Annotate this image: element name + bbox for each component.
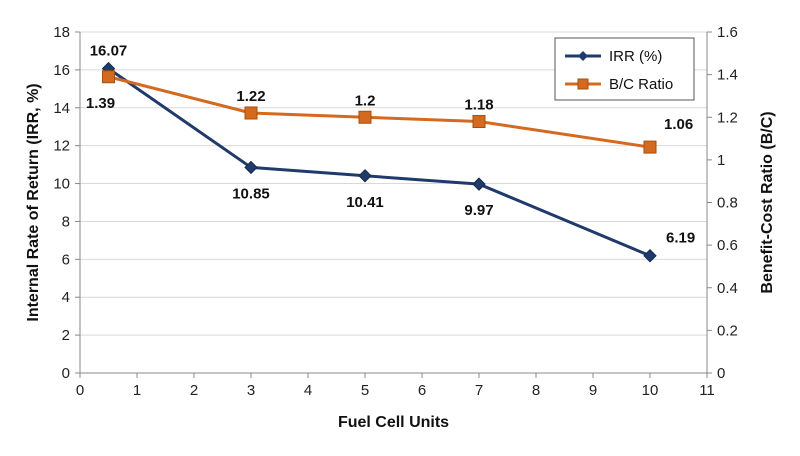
y-tick-label-right: 0: [717, 365, 725, 382]
legend-irr-label: IRR (%): [609, 48, 662, 65]
bc-ratio-point: [244, 106, 258, 120]
x-tick-label: 4: [304, 382, 312, 399]
y-tick-label-right: 1.4: [717, 67, 738, 84]
bc-ratio-point: [472, 115, 486, 129]
irr-point: [358, 169, 372, 183]
y-tick-label-right: 0.8: [717, 195, 738, 212]
irr-data-label: 10.41: [346, 194, 384, 211]
bc-ratio-point: [643, 140, 657, 154]
x-tick-label: 7: [475, 382, 483, 399]
irr-point: [244, 160, 258, 175]
bc-ratio-data-label: 1.06: [664, 116, 693, 133]
y-tick-label-right: 0.2: [717, 322, 738, 339]
x-axis-title: Fuel Cell Units: [338, 414, 449, 431]
irr-data-label: 9.97: [464, 202, 493, 219]
y-axis-title-right: Benefit-Cost Ratio (B/C): [759, 111, 776, 293]
y-tick-label-left: 4: [62, 289, 70, 306]
y-tick-label-left: 14: [53, 100, 70, 117]
y-tick-label-left: 0: [62, 365, 70, 382]
y-tick-label-left: 10: [53, 176, 70, 193]
bc-ratio-point: [358, 110, 372, 124]
y-axis-title-left: Internal Rate of Return (IRR, %): [25, 83, 42, 321]
y-tick-label-left: 18: [53, 24, 70, 41]
y-tick-label-left: 6: [62, 251, 70, 268]
bc-ratio-point: [102, 70, 115, 84]
x-tick-label: 3: [247, 382, 255, 399]
bc-ratio-data-label: 1.39: [86, 95, 115, 112]
y-tick-label-left: 16: [53, 62, 70, 79]
legend-box: [554, 37, 695, 101]
x-tick-label: 9: [589, 382, 597, 399]
y-tick-label-right: 1.2: [717, 109, 738, 126]
y-tick-label-right: 1: [717, 152, 725, 169]
x-tick-label: 1: [133, 382, 141, 399]
x-tick-label: 2: [190, 382, 198, 399]
irr-data-label: 6.19: [666, 230, 695, 247]
x-tick-label: 6: [418, 382, 426, 399]
y-tick-label-left: 2: [62, 327, 70, 344]
legend-irr-marker: [578, 51, 588, 61]
y-tick-label-right: 0.6: [717, 237, 738, 254]
irr-point: [472, 177, 486, 191]
x-tick-label: 10: [642, 382, 659, 399]
y-tick-label-right: 1.6: [717, 24, 738, 41]
y-tick-label-right: 0.4: [717, 280, 738, 297]
legend-bc-ratio-marker: [577, 78, 589, 90]
x-tick-label: 11: [699, 382, 715, 399]
y-tick-label-left: 12: [53, 138, 70, 155]
bc-ratio-data-label: 1.2: [355, 92, 376, 109]
legend-bc-ratio-label: B/C Ratio: [609, 76, 673, 93]
bc-ratio-data-label: 1.22: [236, 88, 265, 105]
bc-ratio-data-label: 1.18: [464, 97, 493, 114]
irr-data-label: 16.07: [90, 43, 128, 60]
x-tick-label: 0: [76, 382, 84, 399]
irr-data-label: 10.85: [232, 185, 270, 202]
y-tick-label-left: 8: [62, 213, 70, 230]
irr-point: [643, 249, 657, 263]
x-tick-label: 8: [532, 382, 540, 399]
x-tick-label: 5: [361, 382, 369, 399]
